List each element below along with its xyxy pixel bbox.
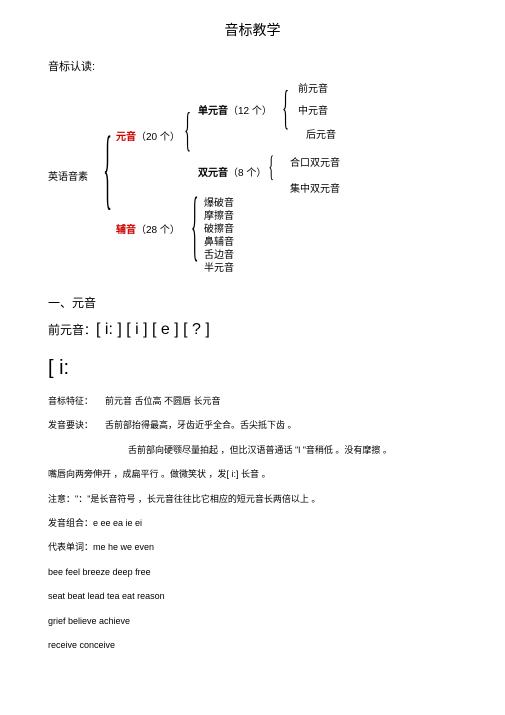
diph-count: （8 个）	[228, 168, 266, 179]
note-text: "："是长音符号 ，长元音往往比它相应的短元音长两倍以上 。	[75, 494, 320, 504]
words-line-4: grief believe achieve	[48, 614, 457, 628]
feature-text: 前元音 舌位高 不圆唇 长元音	[105, 396, 221, 406]
brace: {	[184, 106, 191, 154]
front-vowels-row: 前元音：[ i: ] [ i ] [ e ] [ ? ]	[48, 321, 457, 339]
feature-label: 音标特征：	[48, 396, 93, 406]
words-line-3: seat beat lead tea eat reason	[48, 589, 457, 603]
brace: {	[268, 152, 274, 182]
mono-count: （12 个）	[228, 106, 272, 117]
tips-line-3: 嘴唇向两旁伸开 ，成扁平行 。做微笑状 ，发[ i:] 长音 。	[48, 467, 457, 481]
words-label: 代表单词：	[48, 542, 93, 552]
combo-line: 发音组合：e ee ea ie ei	[48, 516, 457, 530]
cons-label: 辅音	[116, 225, 136, 236]
tree-diph: 双元音（8 个）	[198, 164, 266, 179]
brace: {	[191, 186, 198, 264]
tree-back: 后元音	[306, 126, 336, 141]
brace: {	[103, 124, 112, 214]
subtitle: 音标认读:	[48, 58, 457, 74]
tree-cons: 辅音（28 个）	[116, 221, 180, 236]
tree-mono: 单元音（12 个）	[198, 102, 272, 117]
page-title: 音标教学	[48, 20, 457, 40]
ipa-heading: [ i:	[48, 357, 457, 380]
ipa-row: [ i: ] [ i ] [ e ] [ ? ]	[96, 321, 210, 338]
note-line: 注意："："是长音符号 ，长元音往往比它相应的短元音长两倍以上 。	[48, 492, 457, 506]
tree-root: 英语音素	[48, 168, 88, 183]
words-line-5: receive conceive	[48, 638, 457, 652]
brace: {	[282, 84, 289, 132]
words-line-1: 代表单词：me he we even	[48, 540, 457, 554]
tips-text-1: 舌前部抬得最高，牙齿近乎全合。舌尖抵下齿 。	[105, 420, 297, 430]
tips-line-2: 舌前部向硬颚尽量拍起 ，但比汉语普通话 "l "音稍低 。没有摩擦 。	[128, 443, 457, 457]
vowel-label: 元音	[116, 132, 136, 143]
tips-label: 发音要诀：	[48, 420, 93, 430]
note-label: 注意：	[48, 494, 75, 504]
tree-semi: 半元音	[204, 259, 234, 274]
phoneme-tree: 英语音素 { 元音（20 个） { 单元音（12 个） { 前元音 中元音 后元…	[48, 86, 457, 286]
tree-closing: 合口双元音	[290, 154, 340, 169]
tree-centering: 集中双元音	[290, 180, 340, 195]
tree-front: 前元音	[298, 80, 328, 95]
tips-line-1: 发音要诀： 舌前部抬得最高，牙齿近乎全合。舌尖抵下齿 。	[48, 418, 457, 432]
mono-label: 单元音	[198, 106, 228, 117]
words-text-1: me he we even	[93, 542, 154, 552]
vowel-count: （20 个）	[136, 132, 180, 143]
tree-vowel: 元音（20 个）	[116, 128, 180, 143]
tree-mid: 中元音	[298, 102, 328, 117]
combo-text: e ee ea ie ei	[93, 518, 142, 528]
feature-line: 音标特征： 前元音 舌位高 不圆唇 长元音	[48, 394, 457, 408]
combo-label: 发音组合：	[48, 518, 93, 528]
cons-count: （28 个）	[136, 225, 180, 236]
words-line-2: bee feel breeze deep free	[48, 565, 457, 579]
diph-label: 双元音	[198, 168, 228, 179]
section-vowels: 一、元音	[48, 294, 457, 311]
ipa-row-label: 前元音：	[48, 323, 96, 337]
